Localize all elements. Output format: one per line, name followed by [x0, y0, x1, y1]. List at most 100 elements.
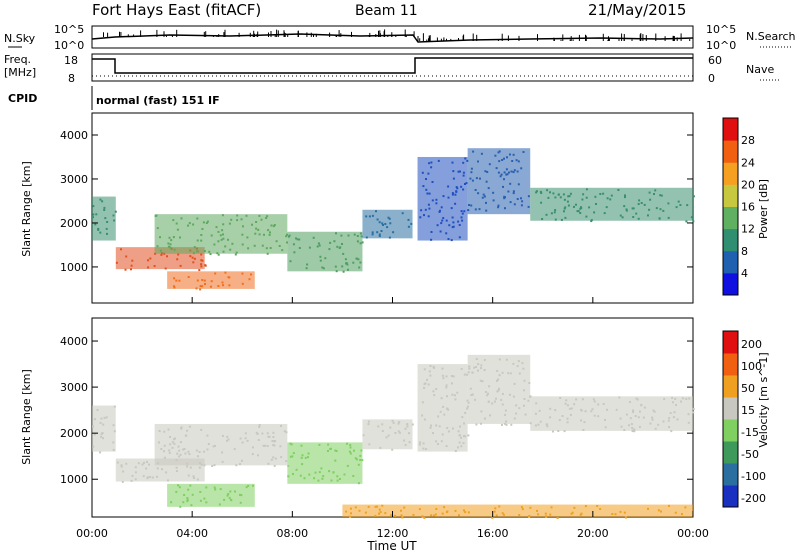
velocity-point	[523, 389, 525, 392]
power-point	[130, 268, 132, 271]
power-point	[156, 227, 159, 230]
velocity-point	[145, 467, 148, 470]
power-point	[439, 230, 442, 233]
power-point	[205, 222, 208, 224]
power-point	[675, 206, 678, 209]
power-point	[451, 216, 454, 219]
power-point	[208, 250, 211, 253]
power-band	[530, 187, 693, 221]
velocity-point	[561, 415, 564, 417]
velocity-point	[354, 457, 357, 460]
power-point	[575, 203, 577, 206]
power-y-tick-label: 3000	[60, 173, 88, 186]
velocity-point	[359, 459, 362, 461]
power-point	[278, 245, 281, 247]
velocity-band	[154, 423, 288, 466]
velocity-point	[199, 499, 202, 502]
power-point	[659, 208, 662, 211]
velocity-point	[495, 397, 497, 400]
power-point	[206, 220, 209, 223]
power-point	[623, 205, 626, 208]
velocity-point	[654, 427, 657, 430]
velocity-point	[273, 444, 276, 447]
velocity-point	[289, 455, 292, 458]
velocity-point	[460, 445, 463, 448]
power-point	[360, 235, 363, 238]
power-point	[609, 198, 612, 201]
velocity-point	[313, 477, 316, 480]
velocity-point	[479, 379, 482, 382]
power-point	[106, 221, 109, 223]
power-y-tick-label: 4000	[60, 129, 88, 142]
power-point	[407, 225, 410, 228]
velocity-point	[596, 505, 599, 507]
velocity-point	[198, 451, 201, 453]
power-point	[685, 220, 688, 223]
power-point	[201, 279, 204, 281]
velocity-point	[437, 415, 440, 418]
velocity-point	[403, 439, 406, 442]
velocity-point	[446, 427, 449, 429]
velocity-point	[501, 371, 504, 374]
velocity-point	[451, 393, 454, 396]
velocity-point	[498, 358, 501, 361]
velocity-point	[451, 427, 454, 430]
velocity-point	[287, 475, 290, 478]
power-point	[430, 238, 433, 241]
power-point	[460, 210, 463, 213]
velocity-point	[487, 400, 490, 403]
power-point	[513, 203, 516, 206]
power-point	[202, 221, 205, 224]
velocity-point	[352, 475, 355, 477]
power-point	[228, 222, 231, 225]
velocity-point	[481, 380, 484, 383]
power-point	[428, 192, 431, 195]
velocity-point	[509, 372, 512, 375]
power-point	[203, 279, 206, 282]
power-point	[221, 229, 224, 232]
power-point	[486, 171, 489, 173]
velocity-point	[408, 432, 410, 435]
velocity-point	[494, 400, 496, 403]
power-point	[602, 192, 605, 195]
power-point	[170, 239, 173, 242]
velocity-point	[103, 416, 106, 419]
velocity-point	[328, 470, 331, 473]
velocity-marks	[92, 354, 695, 519]
velocity-point	[266, 445, 269, 447]
power-point	[539, 190, 542, 193]
velocity-point	[387, 434, 390, 437]
power-point	[322, 267, 325, 270]
velocity-colorbar-tick-label: 100	[741, 360, 762, 373]
velocity-point	[112, 441, 115, 444]
power-point	[356, 235, 359, 237]
power-point	[319, 255, 322, 258]
power-point	[553, 211, 556, 214]
power-point	[333, 240, 336, 243]
velocity-point	[179, 505, 182, 508]
velocity-point	[357, 463, 360, 466]
velocity-point	[580, 409, 583, 412]
velocity-point	[184, 452, 187, 455]
power-point	[289, 260, 292, 263]
velocity-point	[350, 507, 352, 510]
power-point	[502, 185, 504, 188]
power-point	[505, 173, 508, 176]
power-point	[461, 212, 464, 215]
velocity-point	[227, 438, 230, 441]
velocity-point	[534, 424, 537, 427]
velocity-point	[211, 465, 214, 467]
velocity-point	[221, 434, 224, 437]
velocity-point	[334, 449, 337, 452]
velocity-point	[671, 396, 674, 399]
power-point	[340, 234, 343, 237]
power-point	[228, 284, 231, 287]
velocity-point	[563, 430, 566, 433]
velocity-point	[649, 422, 652, 425]
velocity-point	[460, 436, 463, 439]
velocity-band	[287, 442, 363, 484]
power-point	[435, 202, 438, 205]
velocity-point	[299, 474, 302, 477]
velocity-point	[318, 471, 321, 474]
velocity-point	[116, 461, 119, 464]
